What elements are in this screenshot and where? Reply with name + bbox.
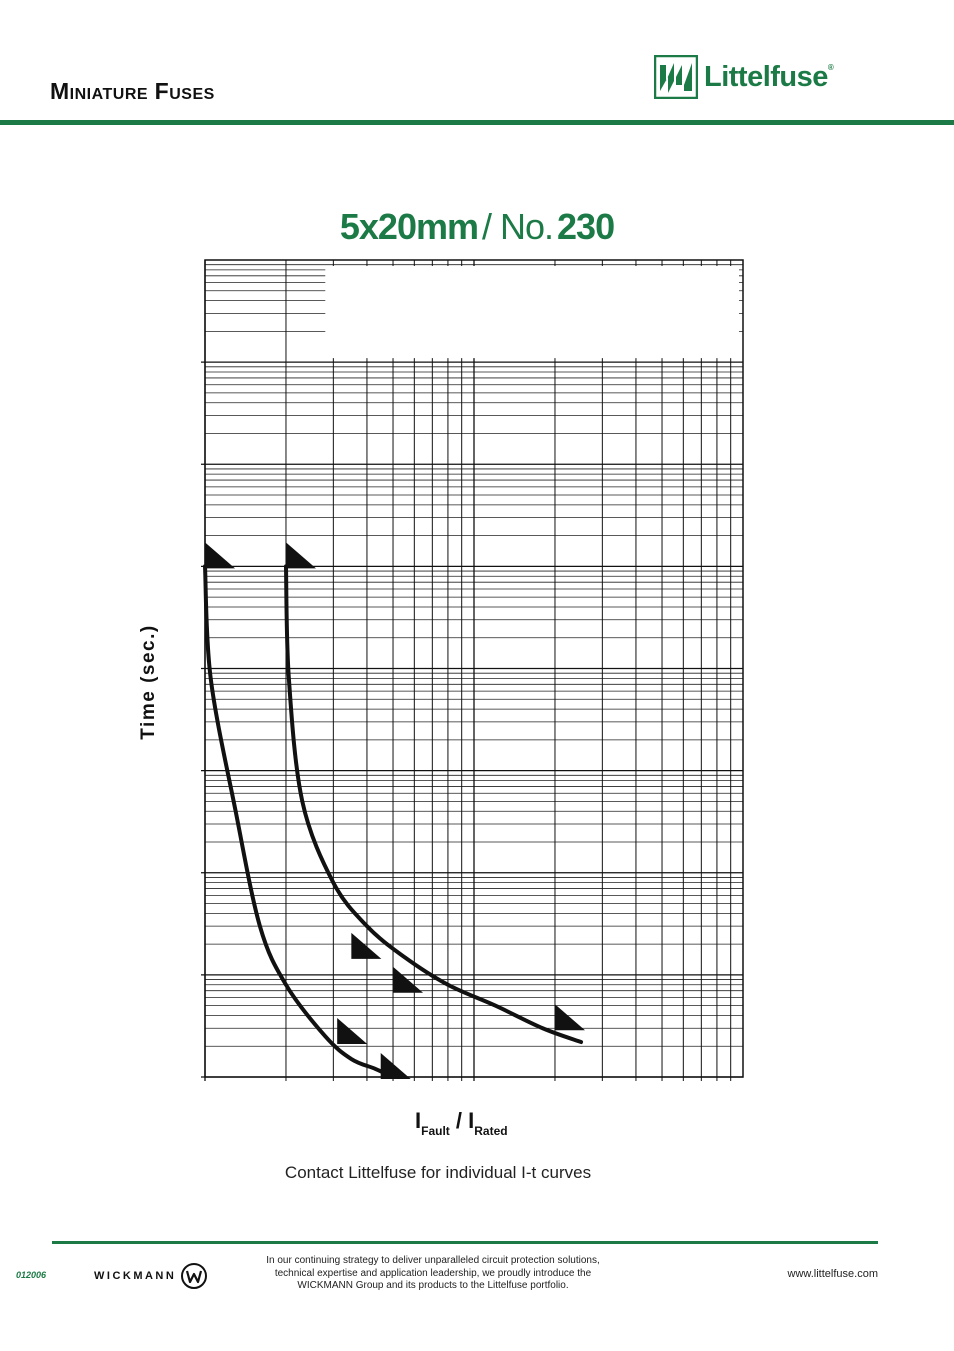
- chart-title-number: 230: [557, 206, 615, 247]
- x-axis-label-rated: Rated: [474, 1124, 508, 1138]
- footer-statement: In our continuing strategy to deliver un…: [240, 1255, 626, 1293]
- chart-arrow-markers: [205, 542, 585, 1079]
- arrow-marker-4: [393, 966, 424, 993]
- page-header-title: MINIATURE FUSES: [50, 78, 215, 105]
- littelfuse-logo-icon: [654, 55, 698, 99]
- chart-frame: [204, 259, 744, 1078]
- arrow-marker-2: [285, 542, 316, 569]
- arrow-marker-5: [554, 1004, 585, 1031]
- header-title-rest-2: USES: [169, 86, 215, 103]
- wickmann-logo-icon: [181, 1263, 208, 1289]
- chart-title-size: 5x20mm: [339, 206, 479, 247]
- footer-statement-line-1: In our continuing strategy to deliver un…: [266, 1255, 600, 1266]
- logo-wordmark: Littelfuse: [704, 60, 828, 93]
- x-axis-label-fault: Fault: [421, 1124, 450, 1138]
- header-title-initial-1: M: [50, 78, 70, 104]
- header-title-rest-1: INIATURE: [69, 86, 149, 103]
- grid-blank-region: [325, 266, 739, 359]
- chart-title: 5x20mm / No. 230: [0, 206, 954, 248]
- littelfuse-logo-text: Littelfuse®: [704, 60, 834, 94]
- curve-series-1: [203, 564, 396, 1079]
- chart-grid-major: [201, 260, 743, 1081]
- header-divider: [0, 120, 954, 125]
- wickmann-logo: WICKMANN: [94, 1262, 208, 1290]
- chart-note: Contact Littelfuse for individual I-t cu…: [284, 1163, 592, 1182]
- curve-series-2: [283, 564, 584, 1045]
- arrow-marker-1: [205, 542, 235, 569]
- littelfuse-logo: Littelfuse®: [654, 55, 834, 99]
- logo-registered-mark: ®: [827, 62, 834, 72]
- chart-curves: [203, 564, 584, 1079]
- arrow-marker-6: [337, 1018, 368, 1045]
- chart-title-no: / No.: [482, 206, 554, 247]
- footer-statement-line-3: WICKMANN Group and its products to the L…: [297, 1280, 569, 1291]
- y-axis-label: Time (sec.): [138, 624, 159, 740]
- wickmann-logo-text: WICKMANN: [94, 1270, 177, 1282]
- footer-divider: [52, 1241, 878, 1244]
- document-code: 012006: [16, 1270, 47, 1280]
- footer-statement-line-2: technical expertise and application lead…: [274, 1267, 592, 1279]
- arrow-marker-3: [351, 932, 382, 959]
- arrow-marker-7: [380, 1053, 411, 1079]
- x-axis-label: IFault / IRated: [415, 1108, 508, 1138]
- header-title-initial-2: F: [154, 78, 170, 104]
- footer-website-link[interactable]: www.littelfuse.com: [787, 1268, 878, 1280]
